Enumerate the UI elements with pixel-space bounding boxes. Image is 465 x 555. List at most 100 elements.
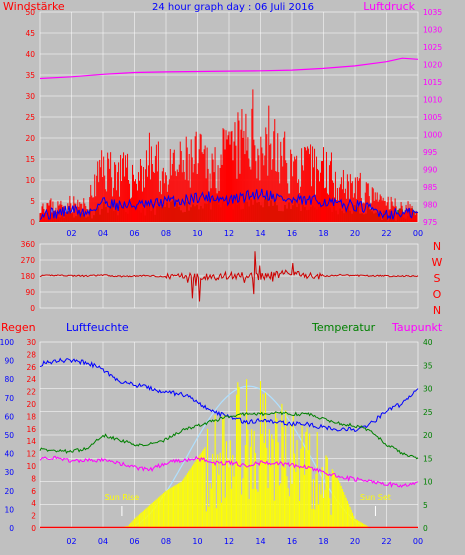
humidity-scale-tick-label: 8	[31, 474, 36, 483]
humidity-scale-tick-label: 4	[31, 499, 36, 508]
hour-tick-label: 20	[350, 537, 360, 546]
rain-tick-label: 60	[4, 412, 14, 421]
hour-tick-label: 14	[255, 537, 265, 546]
humidity-scale-tick-label: 28	[26, 350, 36, 359]
wind-tick-label: 5	[30, 197, 35, 206]
rain-tick-label: 40	[4, 450, 14, 459]
pressure-tick-label: 990	[423, 166, 438, 175]
hour-tick-label: 10	[192, 537, 202, 546]
hour-tick-label: 02	[66, 229, 76, 238]
temperature-tick-label: 0	[423, 524, 428, 533]
hour-tick-label: 18	[318, 537, 328, 546]
hour-tick-label: 08	[161, 229, 171, 238]
hour-tick-label: 16	[287, 229, 297, 238]
pressure-axis-label: Luftdruck	[363, 0, 415, 13]
humidity-scale-tick-label: 22	[26, 388, 36, 397]
rain-tick-label: 50	[4, 431, 14, 440]
wind-tick-label: 40	[25, 50, 35, 59]
humidity-scale-tick-label: 10	[26, 462, 36, 471]
humidity-scale-tick-label: 30	[26, 338, 36, 347]
pressure-tick-label: 1005	[423, 113, 442, 122]
compass-label: N	[433, 304, 441, 317]
temperature-tick-label: 10	[423, 478, 433, 487]
humidity-scale-tick-label: 26	[26, 363, 36, 372]
rain-tick-label: 10	[4, 505, 14, 514]
compass-label: N	[433, 240, 441, 253]
hour-tick-label: 04	[98, 537, 108, 546]
wind-tick-label: 20	[25, 134, 35, 143]
hour-tick-label: 14	[255, 229, 265, 238]
hour-tick-label: 06	[129, 537, 139, 546]
rain-tick-label: 0	[9, 524, 14, 533]
temperature-axis-label: Temperatur	[311, 321, 376, 334]
hour-tick-label: 16	[287, 537, 297, 546]
wind-tick-label: 15	[25, 155, 35, 164]
temperature-line	[39, 411, 419, 460]
humidity-scale-tick-label: 18	[26, 412, 36, 421]
pressure-tick-label: 1015	[423, 78, 442, 87]
wind-average-line	[39, 188, 419, 221]
humidity-scale-tick-label: 6	[31, 487, 36, 496]
hour-tick-label: 18	[318, 229, 328, 238]
rain-tick-label: 70	[4, 394, 14, 403]
temperature-tick-label: 40	[423, 338, 433, 347]
hour-tick-label: 08	[161, 537, 171, 546]
pressure-tick-label: 980	[423, 201, 438, 210]
pressure-tick-label: 975	[423, 218, 438, 227]
compass-label: W	[432, 256, 443, 269]
humidity-scale-tick-label: 0	[31, 524, 36, 533]
dewpoint-line	[39, 455, 419, 488]
compass-label: S	[434, 272, 441, 285]
humidity-scale-tick-label: 20	[26, 400, 36, 409]
hour-tick-label: 06	[129, 229, 139, 238]
temperature-tick-label: 5	[423, 501, 428, 510]
hour-tick-label: 10	[192, 229, 202, 238]
pressure-tick-label: 995	[423, 148, 438, 157]
wind-tick-label: 50	[25, 8, 35, 17]
hour-tick-label: 12	[224, 229, 234, 238]
temperature-tick-label: 25	[423, 408, 433, 417]
humidity-scale-tick-label: 16	[26, 425, 36, 434]
rain-tick-label: 20	[4, 487, 14, 496]
sunrise-label: Sun Rise	[105, 493, 140, 502]
sunset-label: Sun Set	[360, 493, 391, 502]
pressure-tick-label: 1000	[423, 131, 442, 140]
hour-tick-label: 22	[381, 537, 391, 546]
direction-tick-label: 360	[21, 240, 36, 249]
pressure-tick-label: 1030	[423, 26, 442, 35]
hour-tick-label: 12	[224, 537, 234, 546]
compass-label: O	[433, 288, 442, 301]
direction-tick-label: 0	[30, 304, 35, 313]
chart-title: 24 hour graph day : 06 Juli 2016	[152, 2, 314, 13]
rain-tick-label: 80	[4, 375, 14, 384]
hour-tick-label: 22	[381, 229, 391, 238]
humidity-scale-tick-label: 24	[26, 375, 36, 384]
hour-tick-label: 04	[98, 229, 108, 238]
wind-axis-label: Windstärke	[3, 0, 65, 13]
pressure-tick-label: 1010	[423, 96, 442, 105]
humidity-scale-tick-label: 14	[26, 437, 36, 446]
pressure-line	[39, 57, 419, 80]
pressure-tick-label: 1020	[423, 61, 442, 70]
humidity-scale-tick-label: 12	[26, 450, 36, 459]
rain-axis-label: Regen	[1, 321, 36, 334]
wind-tick-label: 10	[25, 176, 35, 185]
pressure-tick-label: 985	[423, 183, 438, 192]
humidity-scale-tick-label: 2	[31, 512, 36, 521]
hour-tick-label: 00	[413, 537, 423, 546]
wind-tick-label: 25	[25, 113, 35, 122]
humidity-axis-label: Luftfeuchte	[66, 321, 129, 334]
direction-tick-label: 270	[21, 256, 36, 265]
hour-tick-label: 20	[350, 229, 360, 238]
wind-tick-label: 35	[25, 71, 35, 80]
pressure-tick-label: 1035	[423, 8, 442, 17]
dewpoint-axis-label: Taupunkt	[391, 321, 443, 334]
wind-tick-label: 30	[25, 92, 35, 101]
rain-tick-label: 30	[4, 468, 14, 477]
temperature-tick-label: 30	[423, 385, 433, 394]
hour-tick-label: 02	[66, 537, 76, 546]
